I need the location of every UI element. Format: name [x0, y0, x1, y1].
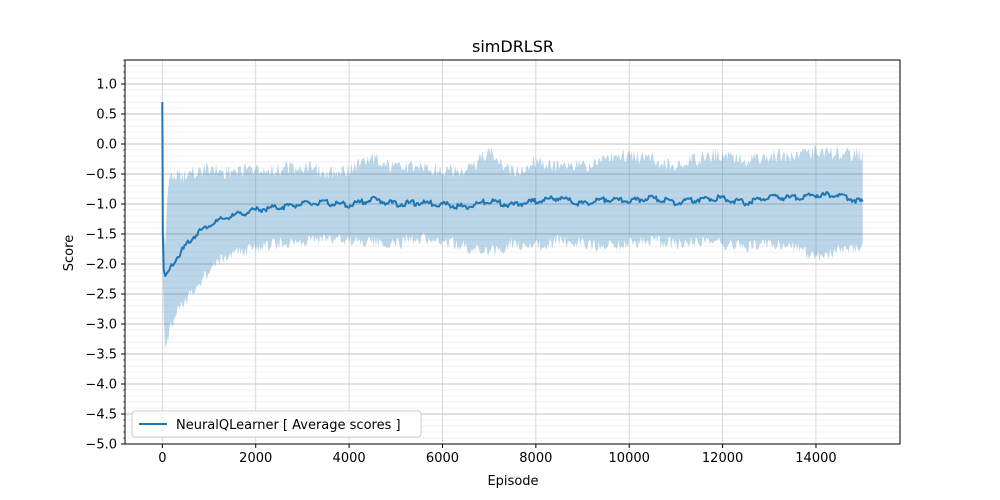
- x-tick-label: 0: [158, 451, 166, 466]
- band-layer: [162, 102, 863, 348]
- y-tick-label: −3.0: [85, 318, 117, 333]
- x-tick-label: 10000: [609, 451, 650, 466]
- x-axis-ticks: 0 2000 4000 6000 8000 10000 12000 14000: [158, 444, 837, 466]
- x-tick-label: 12000: [702, 451, 743, 466]
- x-tick-label: 14000: [795, 451, 836, 466]
- y-tick-label: 0.0: [96, 138, 117, 153]
- y-axis-ticks: −5.0 −4.5 −4.0 −3.5 −3.0 −2.5 −2.0 −1.5 −1.0 −0.5…: [85, 59, 125, 453]
- y-tick-label: 1.0: [96, 78, 117, 93]
- legend-entry-label: NeuralQLearner [ Average scores ]: [176, 418, 401, 433]
- y-tick-label: −2.0: [85, 258, 117, 273]
- x-tick-label: 4000: [333, 451, 366, 466]
- x-tick-label: 8000: [519, 451, 552, 466]
- y-tick-label: −5.0: [85, 438, 117, 453]
- y-tick-label: −2.5: [85, 288, 117, 303]
- chart-title: simDRLSR: [472, 37, 554, 56]
- y-tick-label: 0.5: [96, 108, 117, 123]
- legend: NeuralQLearner [ Average scores ]: [131, 410, 422, 438]
- y-tick-label: −1.5: [85, 228, 117, 243]
- series-mean-line: [161, 101, 864, 277]
- y-tick-label: −4.0: [85, 378, 117, 393]
- y-axis-label: Score: [62, 235, 77, 271]
- y-tick-label: −3.5: [85, 348, 117, 363]
- x-axis-label: Episode: [487, 474, 538, 489]
- y-tick-label: −1.0: [85, 198, 117, 213]
- x-tick-label: 2000: [239, 451, 272, 466]
- legend-box: [131, 410, 422, 438]
- series-confidence-band: [162, 102, 863, 348]
- y-tick-label: −4.5: [85, 408, 117, 423]
- line-layer: [161, 101, 864, 277]
- y-tick-label: −0.5: [85, 168, 117, 183]
- x-tick-label: 6000: [426, 451, 459, 466]
